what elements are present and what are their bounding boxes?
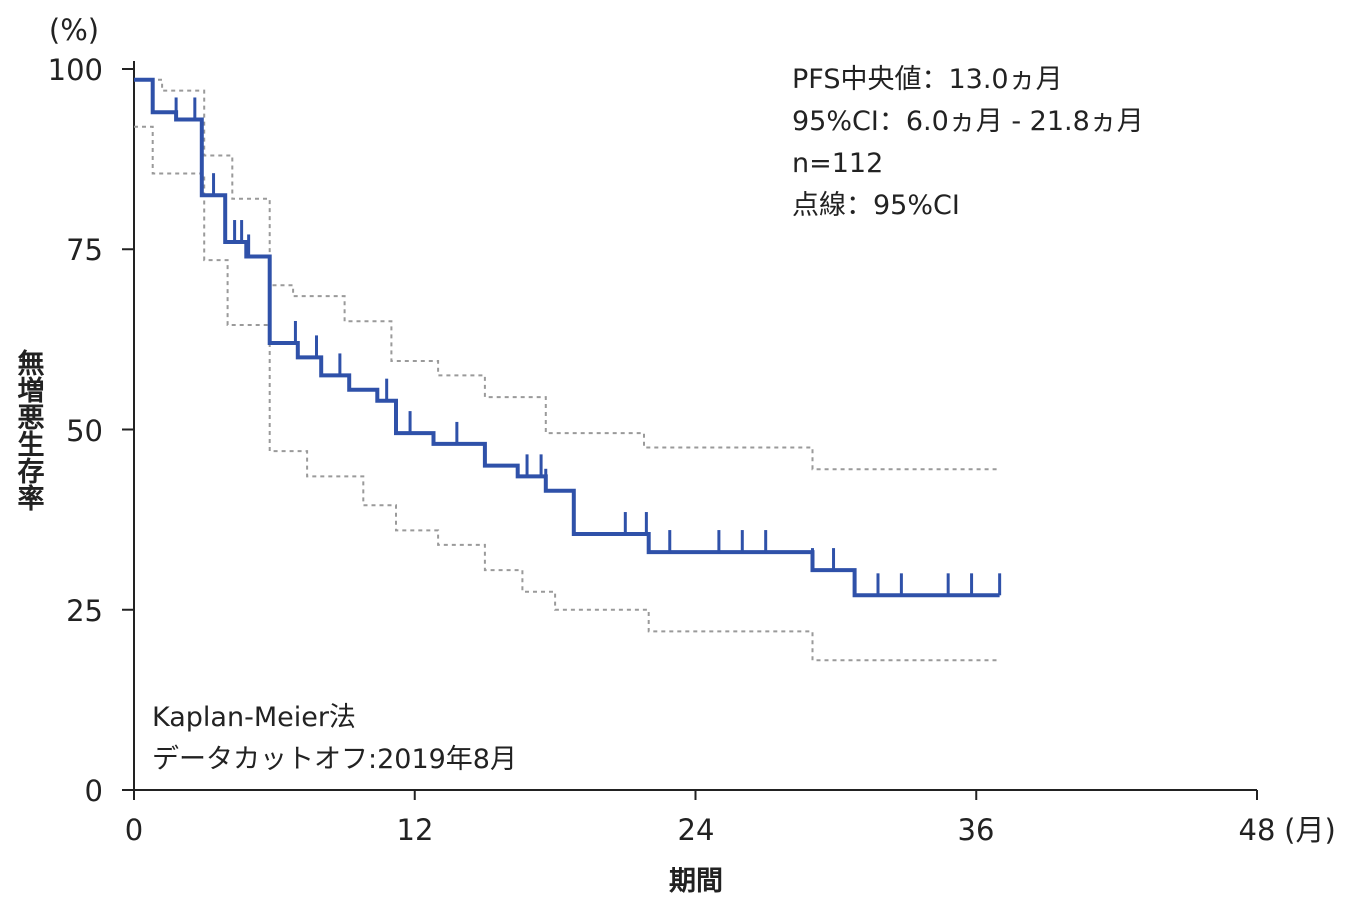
y-tick-label: 50 bbox=[66, 414, 103, 448]
n-annotation: n=112 bbox=[792, 148, 883, 179]
ci-annotation: 95%CI：6.0ヵ月 - 21.8ヵ月 bbox=[792, 106, 1144, 137]
x-tick-label: 12 bbox=[397, 813, 434, 847]
x-tick-label: 36 bbox=[958, 813, 995, 847]
censor-marks bbox=[151, 90, 1002, 596]
y-tick-label: 100 bbox=[48, 53, 103, 87]
pfs-step-line bbox=[134, 77, 1000, 598]
y-tick-label: 75 bbox=[66, 233, 103, 267]
confidence-interval-lines bbox=[134, 78, 1000, 662]
axes bbox=[122, 61, 1258, 800]
x-axis-title: 期間 bbox=[669, 866, 723, 897]
x-tick-label: 0 bbox=[125, 813, 143, 847]
y-axis-title: 無増悪生存率 bbox=[13, 349, 45, 511]
ci-upper-line bbox=[134, 78, 1000, 471]
median-annotation: PFS中央値：13.0ヵ月 bbox=[792, 64, 1063, 95]
cutoff-annotation: データカットオフ:2019年8月 bbox=[152, 744, 517, 775]
y-tick-label: 0 bbox=[85, 774, 103, 808]
y-tick-label: 25 bbox=[66, 594, 103, 628]
x-tick-label: 48 bbox=[1239, 813, 1276, 847]
y-unit-label: (%) bbox=[49, 13, 99, 47]
x-unit-label: (月) bbox=[1284, 813, 1336, 847]
method-annotation: Kaplan-Meier法 bbox=[152, 702, 356, 733]
x-tick-label: 24 bbox=[678, 813, 715, 847]
dotted-legend-annotation: 点線：95%CI bbox=[792, 190, 960, 221]
pfs-curve bbox=[134, 77, 1000, 598]
